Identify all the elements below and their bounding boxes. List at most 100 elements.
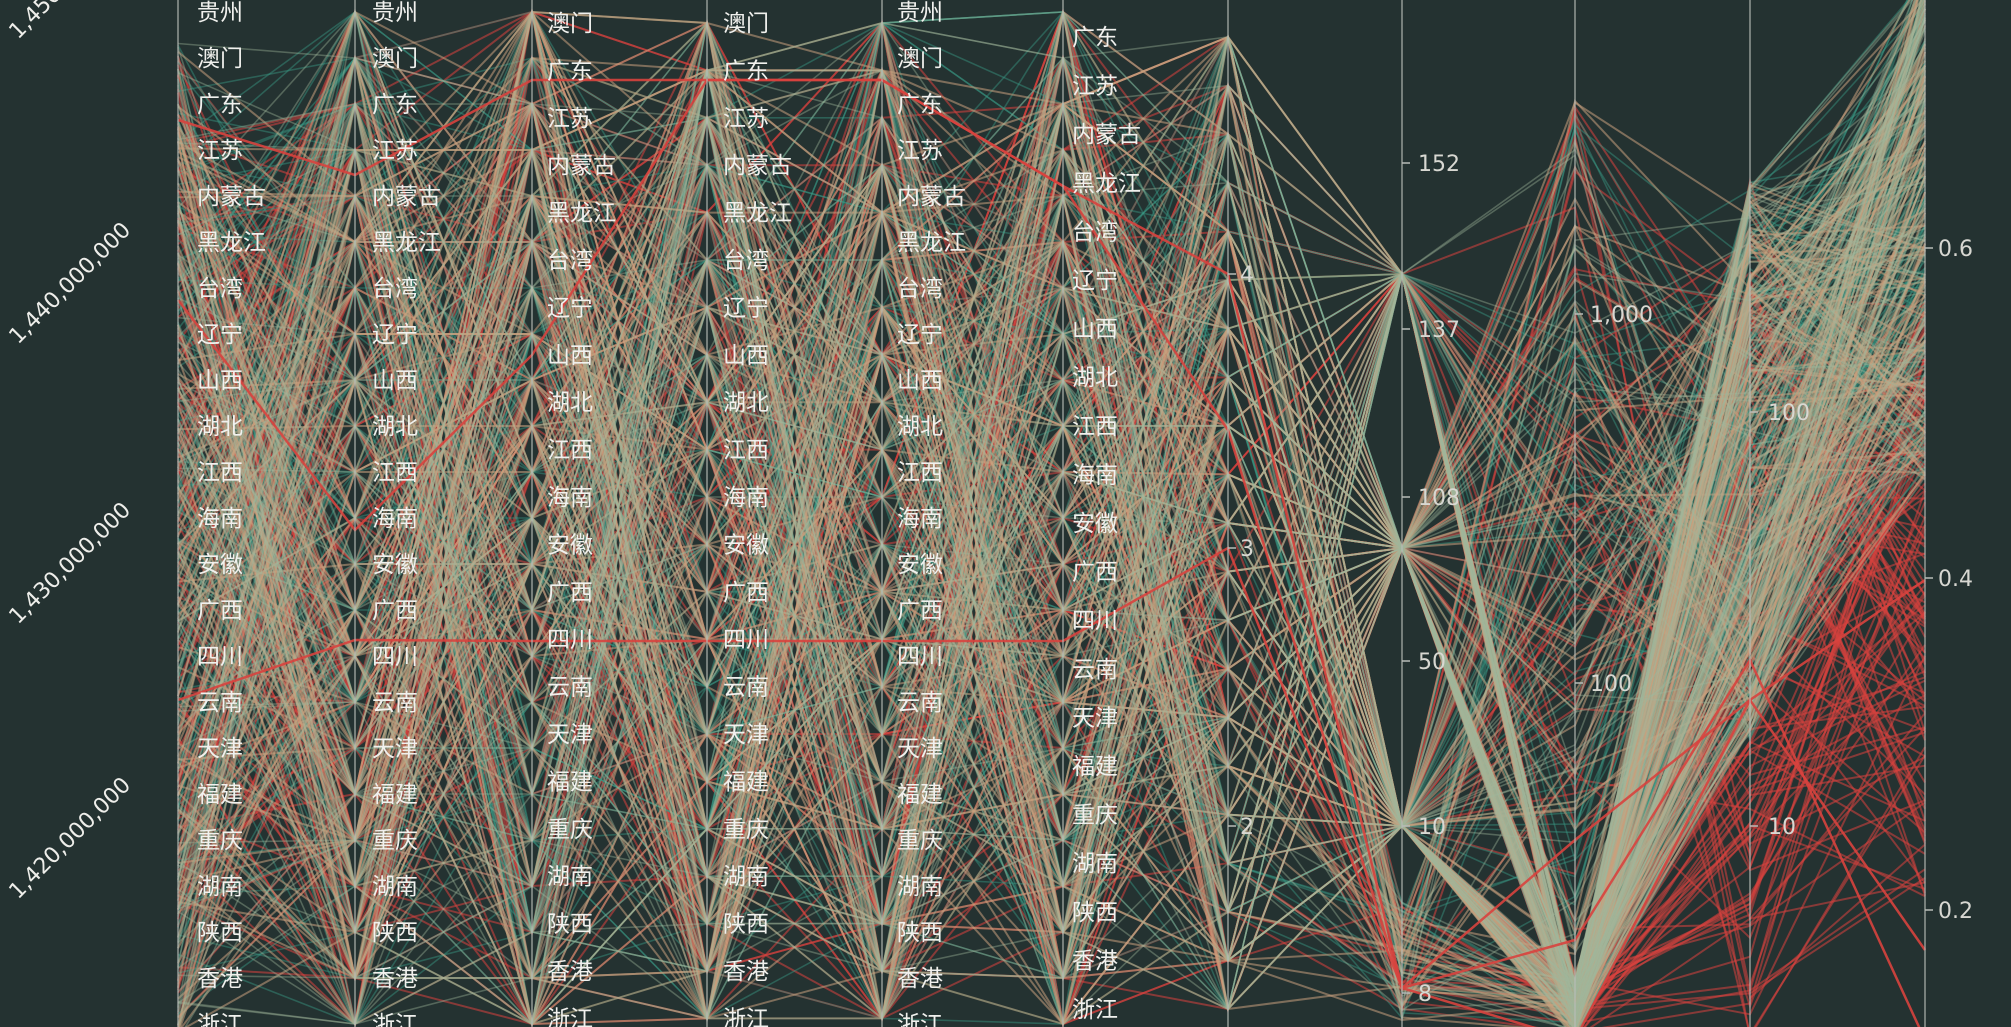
category-label: 内蒙古: [1072, 122, 1141, 148]
category-label: 重庆: [547, 817, 593, 843]
category-label: 贵州: [197, 0, 243, 26]
category-label: 福建: [723, 769, 769, 795]
tick-label: 8: [1418, 982, 1432, 1007]
category-label: 广东: [372, 92, 418, 118]
category-label: 天津: [372, 736, 418, 762]
axes: [177, 0, 1933, 1027]
category-label: 江西: [723, 438, 769, 464]
tick-label: 10: [1418, 815, 1446, 840]
category-label: 安徽: [723, 532, 769, 558]
category-label: 云南: [197, 690, 243, 716]
category-label: 内蒙古: [372, 184, 441, 210]
category-label: 天津: [547, 722, 593, 748]
category-label: 贵州: [372, 0, 418, 26]
category-label: 台湾: [723, 248, 769, 274]
category-label: 香港: [1072, 948, 1118, 974]
category-label: 辽宁: [723, 295, 769, 321]
category-label: 香港: [547, 959, 593, 985]
tick-label: 152: [1418, 152, 1460, 177]
category-label: 云南: [723, 675, 769, 701]
category-label: 内蒙古: [547, 153, 616, 179]
tick-label: 50: [1418, 650, 1446, 675]
category-label: 辽宁: [1072, 268, 1118, 294]
tick-label: 3: [1240, 537, 1254, 562]
tick-label: 100: [1590, 672, 1632, 697]
category-label: 台湾: [1072, 219, 1118, 245]
category-label: 福建: [547, 769, 593, 795]
category-label: 云南: [372, 690, 418, 716]
category-label: 湖北: [897, 414, 943, 440]
category-label: 湖南: [372, 874, 418, 900]
category-label: 台湾: [897, 276, 943, 302]
category-label: 海南: [897, 506, 943, 532]
category-label: 贵州: [897, 0, 943, 26]
axis0-tick-label: 1,420,000,000: [5, 773, 136, 904]
category-label: 安徽: [897, 552, 943, 578]
category-label: 湖南: [547, 864, 593, 890]
category-label: 天津: [197, 736, 243, 762]
category-label: 江西: [372, 460, 418, 486]
category-label: 广西: [372, 598, 418, 624]
category-label: 内蒙古: [197, 184, 266, 210]
category-label: 福建: [897, 782, 943, 808]
category-label: 浙江: [547, 1006, 593, 1027]
category-label: 四川: [547, 627, 593, 653]
axis0-tick-label: 1,450,00: [5, 0, 92, 44]
category-label: 山西: [372, 368, 418, 394]
category-label: 天津: [723, 722, 769, 748]
tick-label: 0.2: [1938, 899, 1973, 924]
category-label: 浙江: [723, 1006, 769, 1027]
category-label: 广东: [897, 92, 943, 118]
category-label: 江西: [547, 438, 593, 464]
category-label: 山西: [1072, 317, 1118, 343]
category-label: 江苏: [723, 106, 769, 132]
tick-label: 0.6: [1938, 237, 1973, 262]
category-label: 重庆: [897, 828, 943, 854]
category-label: 澳门: [197, 46, 243, 72]
category-label: 四川: [897, 644, 943, 670]
category-label: 辽宁: [197, 322, 243, 348]
category-label: 黑龙江: [372, 230, 441, 256]
category-label: 台湾: [372, 276, 418, 302]
category-label: 广东: [723, 58, 769, 84]
category-label: 云南: [547, 675, 593, 701]
tick-label: 2: [1240, 815, 1254, 840]
category-label: 澳门: [897, 46, 943, 72]
category-label: 黑龙江: [897, 230, 966, 256]
category-label: 台湾: [547, 248, 593, 274]
category-label: 四川: [197, 644, 243, 670]
category-label: 黑龙江: [547, 201, 616, 227]
category-label: 湖北: [1072, 365, 1118, 391]
category-label: 香港: [197, 966, 243, 992]
category-label: 安徽: [1072, 511, 1118, 537]
category-label: 重庆: [372, 828, 418, 854]
category-label: 陕西: [197, 920, 243, 946]
category-label: 安徽: [372, 552, 418, 578]
category-label: 浙江: [197, 1012, 243, 1027]
category-label: 内蒙古: [723, 153, 792, 179]
category-label: 陕西: [547, 912, 593, 938]
category-label: 云南: [1072, 657, 1118, 683]
tick-label: 4: [1240, 263, 1254, 288]
category-label: 天津: [897, 736, 943, 762]
category-label: 海南: [547, 485, 593, 511]
category-label: 江苏: [1072, 74, 1118, 100]
category-label: 江西: [197, 460, 243, 486]
axis0-tick-label: 1,440,000,000: [5, 218, 136, 349]
category-label: 香港: [897, 966, 943, 992]
category-label: 浙江: [897, 1012, 943, 1027]
category-label: 香港: [372, 966, 418, 992]
category-label: 海南: [197, 506, 243, 532]
axis0-tick-label: 1,430,000,000: [5, 498, 136, 629]
category-label: 广西: [197, 598, 243, 624]
category-label: 山西: [723, 343, 769, 369]
category-label: 陕西: [372, 920, 418, 946]
category-label: 广东: [1072, 25, 1118, 51]
category-label: 湖北: [547, 390, 593, 416]
tick-label: 0.4: [1938, 567, 1973, 592]
category-label: 辽宁: [547, 295, 593, 321]
category-label: 湖北: [197, 414, 243, 440]
category-label: 澳门: [547, 11, 593, 37]
